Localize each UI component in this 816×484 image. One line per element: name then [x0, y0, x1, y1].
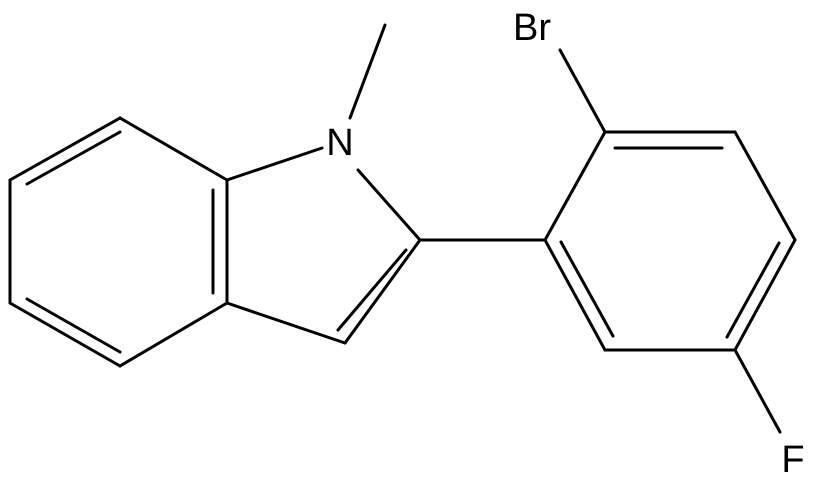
bond	[118, 116, 229, 182]
bond	[543, 238, 607, 352]
atom-label: N	[326, 122, 353, 164]
bond	[336, 248, 408, 332]
bond	[356, 168, 422, 242]
bond	[733, 130, 797, 242]
bonds	[8, 23, 797, 434]
bond	[725, 241, 781, 339]
bond	[25, 297, 122, 354]
bond	[343, 238, 422, 345]
atom-label: Br	[513, 7, 551, 49]
bond	[118, 301, 229, 368]
bond	[733, 238, 797, 352]
bond	[348, 23, 387, 120]
bond	[25, 130, 122, 186]
bond	[733, 348, 782, 434]
bond	[8, 301, 122, 368]
bond	[8, 116, 122, 182]
atom-label: F	[781, 439, 804, 481]
bond	[559, 240, 615, 338]
bond	[543, 130, 607, 242]
bond	[225, 146, 324, 182]
bond	[558, 48, 607, 134]
bond	[225, 301, 347, 345]
